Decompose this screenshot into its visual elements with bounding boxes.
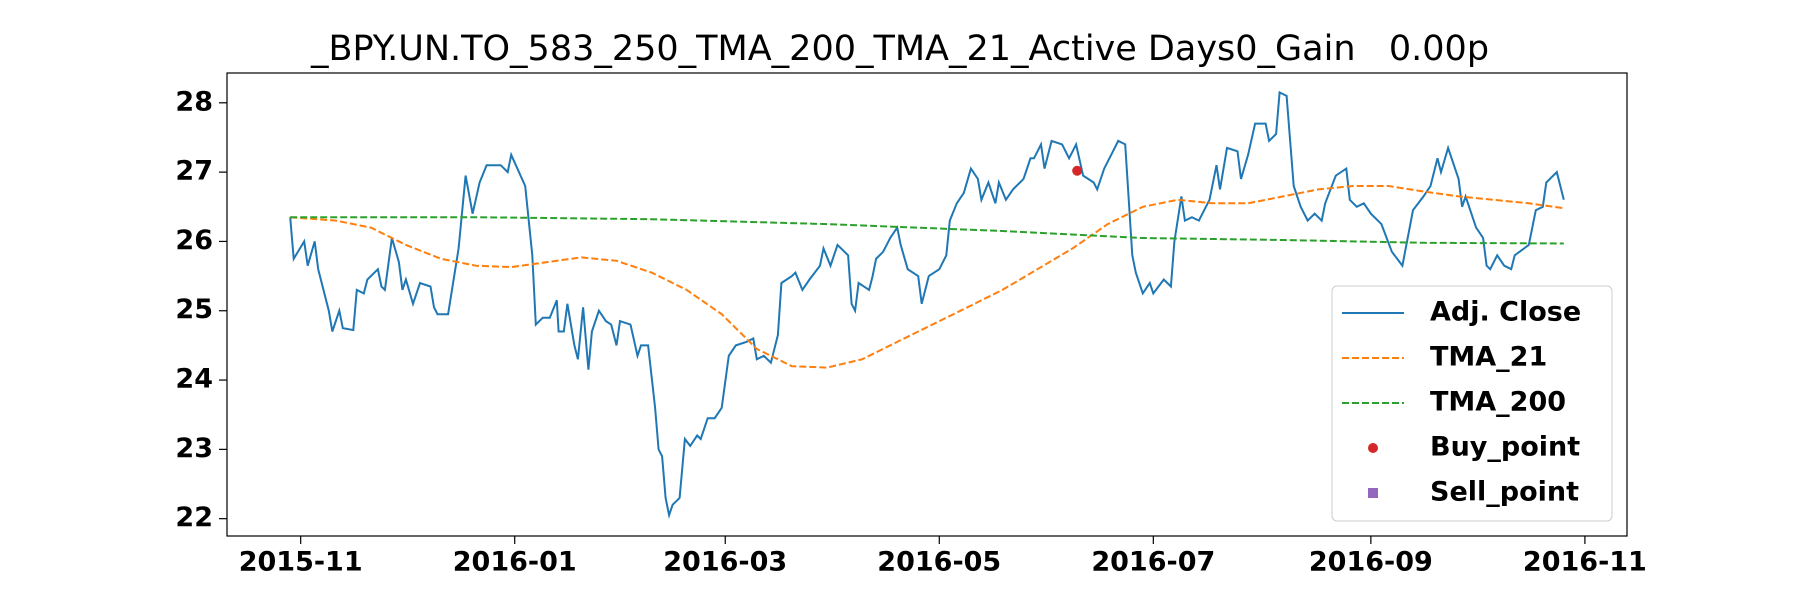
point <box>1072 165 1083 176</box>
legend-label: Buy_point <box>1430 432 1580 463</box>
y-tick-label: 23 <box>175 433 213 464</box>
legend-box <box>1331 285 1613 522</box>
x-tick-label: 2015-11 <box>239 547 363 578</box>
chart-title: _BPY.UN.TO_583_250_TMA_200_TMA_21_Active… <box>310 29 1489 69</box>
legend-handle <box>1368 488 1378 498</box>
legend-handle <box>1368 443 1378 453</box>
x-tick-label: 2016-03 <box>663 547 787 578</box>
axes-frame <box>226 72 1628 537</box>
legend-label: Sell_point <box>1430 477 1579 508</box>
x-tick-label: 2016-09 <box>1309 547 1433 578</box>
legend-label: TMA_21 <box>1430 342 1547 373</box>
x-tick-label: 2016-01 <box>453 547 577 578</box>
y-tick-label: 28 <box>175 86 213 117</box>
series-line <box>289 90 1565 520</box>
y-tick-label: 26 <box>175 225 213 256</box>
legend-label: TMA_200 <box>1430 387 1566 418</box>
y-tick-label: 25 <box>175 294 213 325</box>
legend-label: Adj. Close <box>1430 297 1581 328</box>
series-line <box>290 185 1564 369</box>
y-tick-label: 27 <box>175 156 213 187</box>
x-tick-label: 2016-11 <box>1523 547 1647 578</box>
y-tick-label: 24 <box>175 364 213 395</box>
x-tick-label: 2016-07 <box>1091 547 1215 578</box>
series-line <box>290 216 1564 245</box>
y-tick-label: 22 <box>175 502 213 533</box>
x-tick-label: 2016-05 <box>877 547 1001 578</box>
